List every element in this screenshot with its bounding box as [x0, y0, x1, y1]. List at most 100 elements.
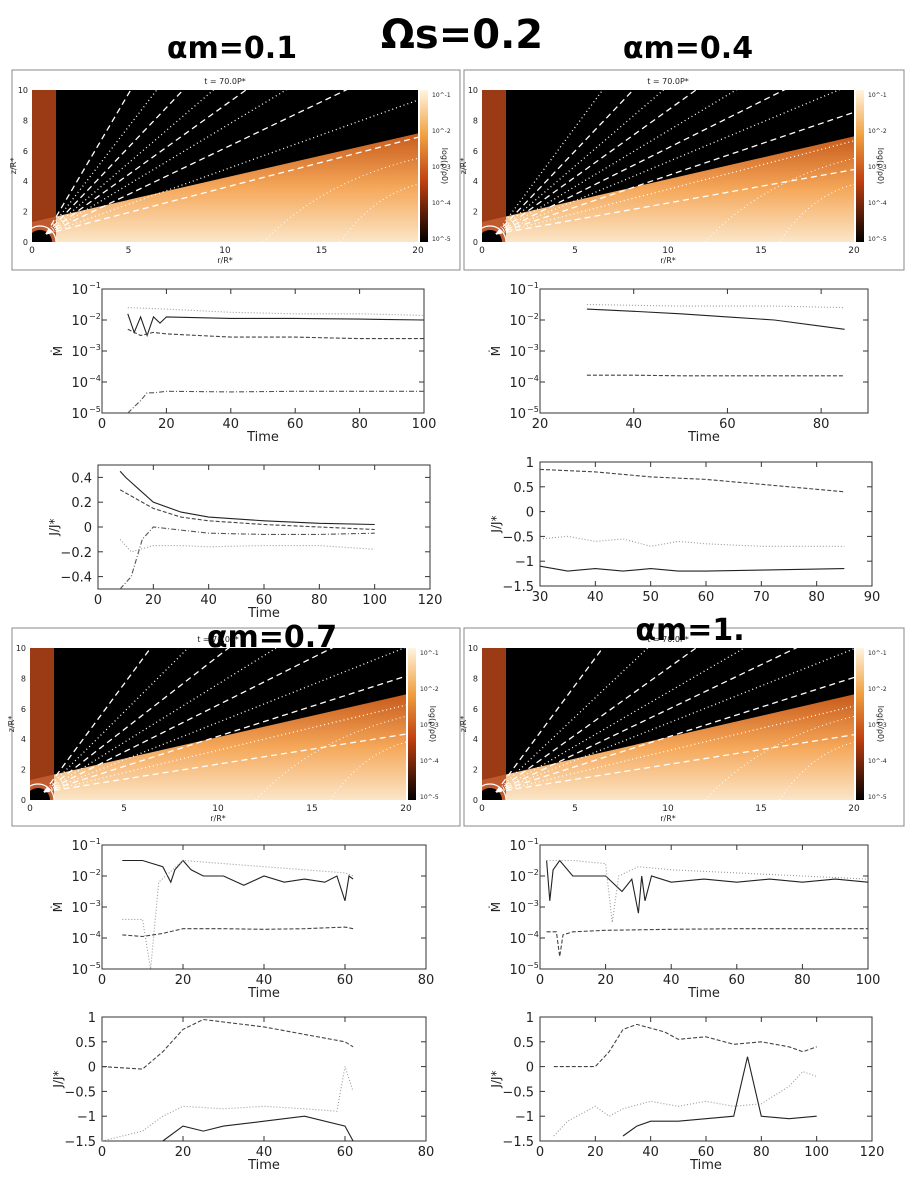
y-tick-label: 10 — [509, 963, 526, 978]
star-rim — [32, 225, 57, 242]
colorbar — [856, 90, 864, 242]
x-tick-label: 40 — [663, 973, 680, 988]
x-tick-label: 50 — [642, 590, 659, 605]
series-line-dot — [127, 307, 425, 316]
heatmap-title: t = 70.0P* — [647, 635, 689, 644]
y-tick-label: 10 — [71, 407, 88, 422]
heatmap-image — [32, 90, 418, 242]
series-line-solid — [586, 308, 845, 330]
y-tick-label: 6 — [23, 147, 28, 156]
series-line-dot — [101, 1066, 354, 1142]
heatmap-title: t = 70.0P* — [197, 635, 239, 644]
x-tick-label: 80 — [418, 1145, 435, 1160]
disk-region — [482, 694, 854, 800]
x-axis-label: Time — [247, 986, 280, 1001]
y-tick-label: 0.2 — [71, 496, 92, 511]
plot-frame — [101, 844, 427, 970]
panel-label-am-0-4: αm=0.4 — [623, 31, 753, 66]
colorbar-tick-label: 10^-3 — [868, 164, 887, 171]
y-tick-exponent: −2 — [89, 868, 101, 877]
y-axis-label: Ṁ — [488, 902, 503, 912]
field-line — [45, 90, 132, 235]
y-tick-label: 10 — [71, 870, 88, 885]
colorbar-tick-label: 10^-2 — [420, 686, 439, 693]
series-line-dashdot — [119, 526, 375, 590]
field-line — [495, 648, 798, 793]
field-line — [495, 648, 854, 793]
y-tick-exponent: −4 — [89, 374, 101, 383]
x-tick-label: 30 — [532, 590, 549, 605]
field-line — [340, 183, 418, 242]
colorbar-tick-label: 10^-4 — [432, 200, 451, 207]
y-tick-exponent: −4 — [527, 930, 539, 939]
y-tick-label: 0.4 — [71, 471, 92, 486]
field-line — [495, 734, 854, 793]
y-tick-label: 10 — [71, 283, 88, 298]
x-tick-label: 15 — [306, 804, 317, 814]
y-tick-label: 10 — [509, 283, 526, 298]
x-tick-label: 20 — [158, 417, 175, 432]
x-tick-label: 15 — [755, 804, 766, 814]
x-tick-label: 10 — [219, 246, 231, 256]
y-tick-label: −1 — [515, 1110, 534, 1125]
x-tick-label: 40 — [587, 590, 604, 605]
y-tick-exponent: −1 — [89, 837, 101, 846]
angmom-plot-am-1: 0 20 40 60 80 100 120 −1.5 −1 −0.5 0 0.5 1 Time J/J* — [489, 1011, 884, 1173]
field-line — [45, 90, 288, 235]
y-axis-label: J/J* — [47, 518, 61, 536]
x-tick-label: 20 — [587, 1145, 604, 1160]
x-tick-label: 60 — [337, 973, 354, 988]
field-line — [43, 675, 406, 793]
density-map-am-0-7: 10^-1 10^-2 10^-3 10^-4 10^-5 log(ρ/ρ0) 0 5 10 15… — [7, 635, 439, 823]
y-tick-label: 8 — [473, 116, 478, 125]
series-line-solid — [127, 313, 425, 338]
x-tick-label: 20 — [145, 593, 162, 608]
y-tick-label: 10 — [468, 86, 478, 95]
y-tick-exponent: −3 — [89, 899, 101, 908]
x-tick-label: 20 — [532, 417, 549, 432]
y-tick-exponent: −5 — [527, 405, 539, 414]
x-tick-label: 20 — [848, 246, 860, 256]
y-tick-label: 0.5 — [75, 1036, 96, 1051]
colorbar-tick-label: 10^-5 — [868, 236, 887, 243]
x-tick-label: 100 — [412, 417, 437, 432]
field-line — [45, 136, 418, 235]
x-tick-label: 90 — [864, 590, 881, 605]
series-line-dash — [553, 1023, 817, 1068]
y-tick-label: 2 — [23, 208, 28, 217]
y-tick-label: 0 — [84, 521, 92, 536]
y-tick-label: 0 — [473, 238, 478, 247]
colorbar-tick-label: 10^-5 — [868, 794, 887, 801]
y-tick-label: 10 — [509, 932, 526, 947]
x-tick-label: 60 — [287, 417, 304, 432]
plot-frame — [539, 461, 873, 587]
x-axis-label: Time — [246, 430, 279, 445]
x-tick-label: 20 — [597, 973, 614, 988]
y-tick-label: 0 — [21, 796, 26, 805]
plot-frame — [101, 1016, 427, 1142]
x-tick-label: 120 — [418, 593, 443, 608]
y-tick-label: −1 — [77, 1110, 96, 1125]
plot-frame — [539, 844, 869, 970]
y-tick-label: 10 — [71, 963, 88, 978]
x-tick-label: 60 — [698, 1145, 715, 1160]
x-tick-label: 0 — [98, 417, 106, 432]
x-axis-label: Time — [687, 986, 720, 1001]
colorbar-tick-label: 10^-1 — [420, 650, 439, 657]
y-tick-label: 10 — [509, 407, 526, 422]
y-tick-label: −0.5 — [64, 1085, 96, 1100]
y-tick-exponent: −5 — [527, 961, 539, 970]
y-tick-label: 10 — [509, 870, 526, 885]
field-line — [495, 111, 854, 235]
y-axis-label: Ṁ — [50, 902, 65, 912]
x-tick-label: 5 — [572, 804, 578, 814]
series-line-solid — [622, 1056, 817, 1137]
x-tick-label: 0 — [536, 973, 544, 988]
y-tick-label: 0 — [526, 1061, 534, 1076]
x-tick-label: 5 — [126, 246, 132, 256]
x-tick-label: 80 — [808, 590, 825, 605]
x-tick-label: 40 — [256, 1145, 273, 1160]
series-line-dash — [586, 374, 845, 377]
